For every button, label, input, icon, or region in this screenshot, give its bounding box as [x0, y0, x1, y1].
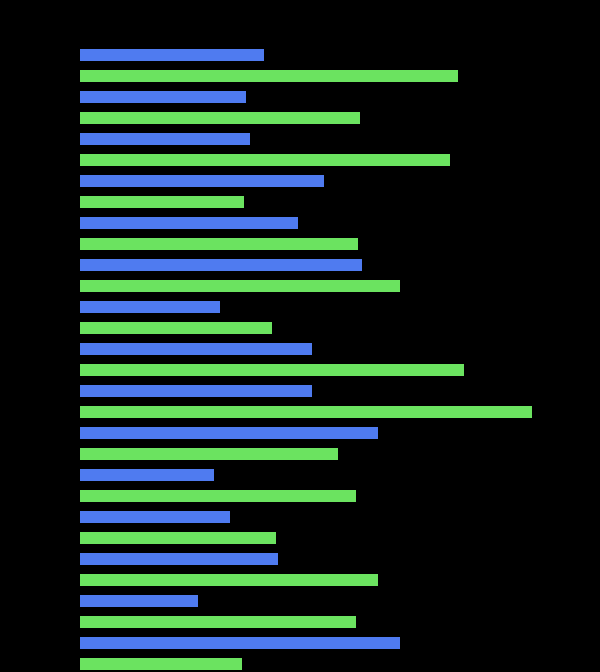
bar-15 [80, 364, 464, 376]
bar-chart [0, 0, 600, 672]
bar-5 [80, 154, 450, 166]
bar-0 [80, 49, 264, 61]
bar-19 [80, 448, 338, 460]
bar-22 [80, 511, 230, 523]
bar-16 [80, 385, 312, 397]
bar-3 [80, 112, 360, 124]
bar-7 [80, 196, 244, 208]
bar-8 [80, 217, 298, 229]
bar-27 [80, 616, 356, 628]
bar-18 [80, 427, 378, 439]
bar-24 [80, 553, 278, 565]
bar-23 [80, 532, 276, 544]
bar-2 [80, 91, 246, 103]
bar-21 [80, 490, 356, 502]
bar-6 [80, 175, 324, 187]
bar-29 [80, 658, 242, 670]
bar-1 [80, 70, 458, 82]
bar-20 [80, 469, 214, 481]
bar-9 [80, 238, 358, 250]
bar-17 [80, 406, 532, 418]
bar-10 [80, 259, 362, 271]
bar-11 [80, 280, 400, 292]
bar-26 [80, 595, 198, 607]
bar-12 [80, 301, 220, 313]
bar-25 [80, 574, 378, 586]
bar-28 [80, 637, 400, 649]
bar-4 [80, 133, 250, 145]
bar-14 [80, 343, 312, 355]
bar-13 [80, 322, 272, 334]
